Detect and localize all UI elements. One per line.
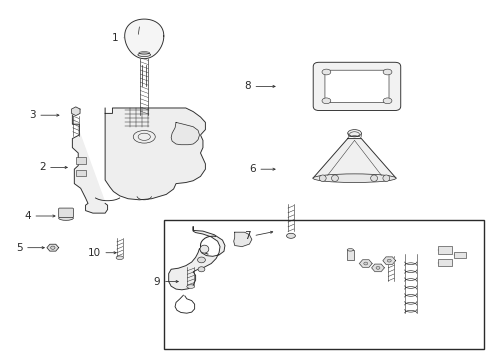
Ellipse shape (197, 257, 205, 263)
Polygon shape (312, 139, 395, 178)
Ellipse shape (319, 175, 325, 181)
Bar (346, 250, 353, 260)
Text: 6: 6 (248, 164, 255, 174)
Text: 8: 8 (244, 81, 250, 91)
Text: 2: 2 (39, 162, 45, 172)
Polygon shape (233, 232, 251, 247)
Ellipse shape (331, 175, 338, 181)
Text: 7: 7 (244, 231, 250, 241)
Ellipse shape (363, 262, 367, 265)
Polygon shape (359, 260, 371, 267)
Polygon shape (382, 257, 395, 264)
Ellipse shape (51, 246, 55, 249)
Text: 9: 9 (153, 276, 160, 287)
Ellipse shape (321, 69, 330, 75)
Ellipse shape (386, 259, 390, 262)
Ellipse shape (383, 69, 391, 75)
Polygon shape (72, 113, 107, 213)
Bar (437, 246, 451, 254)
Polygon shape (105, 108, 205, 200)
Bar (437, 259, 451, 266)
Ellipse shape (346, 248, 353, 251)
Ellipse shape (59, 216, 73, 220)
Ellipse shape (200, 245, 208, 253)
Bar (453, 252, 465, 258)
Ellipse shape (375, 266, 379, 269)
Ellipse shape (286, 233, 295, 238)
Text: 5: 5 (16, 243, 22, 253)
Ellipse shape (138, 53, 150, 57)
FancyBboxPatch shape (312, 62, 400, 111)
Ellipse shape (347, 130, 361, 137)
Bar (163, 220, 483, 349)
Ellipse shape (382, 175, 389, 181)
Polygon shape (71, 107, 80, 116)
Text: 3: 3 (29, 110, 36, 120)
Bar (76, 170, 85, 176)
Ellipse shape (116, 256, 123, 260)
Ellipse shape (186, 285, 194, 288)
Polygon shape (168, 227, 224, 290)
Ellipse shape (383, 98, 391, 104)
Text: 10: 10 (87, 248, 101, 258)
Ellipse shape (370, 175, 377, 181)
Text: 4: 4 (24, 211, 31, 221)
Ellipse shape (312, 174, 395, 183)
Bar (76, 157, 85, 164)
Polygon shape (124, 19, 163, 59)
FancyBboxPatch shape (59, 208, 73, 217)
Polygon shape (47, 244, 59, 251)
Ellipse shape (321, 98, 330, 104)
Polygon shape (171, 122, 199, 145)
Ellipse shape (198, 267, 204, 272)
Text: 1: 1 (112, 33, 119, 43)
Polygon shape (371, 264, 384, 271)
FancyBboxPatch shape (324, 70, 388, 103)
